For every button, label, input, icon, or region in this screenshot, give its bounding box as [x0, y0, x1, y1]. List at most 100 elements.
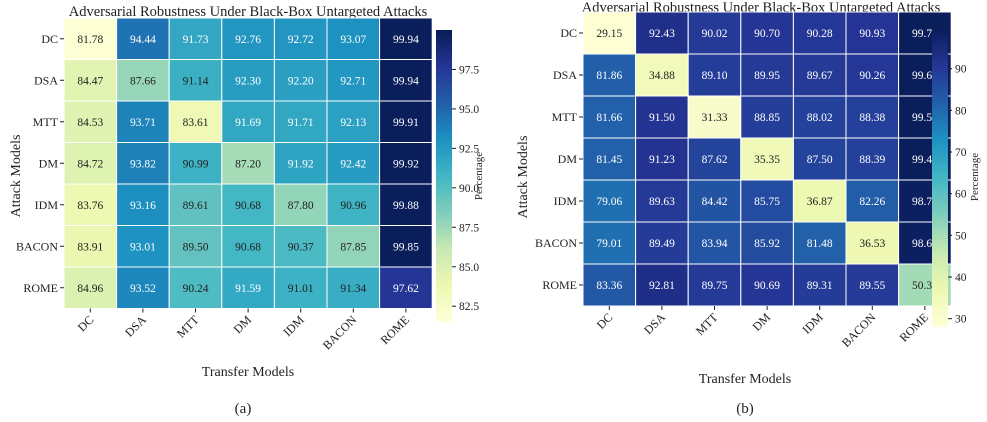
cell-value-label: 91.01 [288, 283, 314, 295]
x-tick-label: IDM [280, 312, 307, 339]
heatmap-cell [582, 137, 637, 181]
heatmap-cell [687, 137, 742, 181]
cell-value-label: 81.86 [596, 70, 622, 82]
heatmap-cell [221, 100, 275, 143]
cell-value-label: 90.69 [754, 280, 780, 292]
heatmap-cell [116, 266, 170, 309]
cell-value-label: 83.91 [77, 241, 103, 253]
cell-value-label: 82.26 [859, 196, 885, 208]
cell-value-label: 91.92 [288, 158, 314, 170]
heatmap-cell [221, 59, 275, 102]
cell-value-label: 92.30 [235, 75, 261, 87]
y-tick-label: MTT [33, 115, 59, 129]
heatmap-cell [687, 11, 742, 55]
heatmap-cell [221, 266, 275, 309]
cell-value-label: 81.66 [596, 112, 622, 124]
heatmap-cell [326, 142, 381, 185]
cell-value-label: 93.16 [130, 200, 156, 212]
x-tick-label: DSA [641, 310, 668, 337]
y-tick-label: DM [39, 156, 59, 170]
cell-value-label: 92.20 [288, 75, 314, 87]
cell-value-label: 90.24 [183, 283, 209, 295]
cell-value-label: 98.66 [912, 238, 938, 250]
colorbar-tick-label: 60 [955, 189, 967, 201]
colorbar [932, 27, 948, 327]
cell-value-label: 99.88 [393, 200, 419, 212]
x-tick-label: DM [750, 310, 774, 334]
cell-value-label: 36.87 [807, 196, 833, 208]
colorbar-tick-label: 85.0 [459, 262, 479, 274]
heatmap-cell [582, 11, 637, 55]
y-tick-label: DC [560, 26, 577, 40]
heatmap-cell [379, 183, 433, 226]
heatmap-panel-a: Adversarial Robustness Under Black-Box U… [9, 4, 485, 417]
cell-value-label: 99.91 [393, 117, 419, 129]
y-axis-title: Attack Models [9, 135, 24, 218]
cell-value-label: 90.93 [859, 28, 885, 40]
heatmap-cell [326, 59, 381, 102]
cell-value-label: 87.50 [807, 154, 833, 166]
y-axis-title: Attack Models [516, 136, 531, 219]
heatmap-cell [582, 221, 637, 265]
cell-value-label: 88.02 [807, 112, 833, 124]
cell-value-label: 92.81 [649, 280, 675, 292]
cell-value-label: 93.82 [130, 158, 156, 170]
cell-value-label: 91.69 [235, 117, 261, 129]
heatmap-cell [273, 59, 328, 102]
colorbar-label: Percentage [473, 152, 485, 200]
heatmap-cell [379, 100, 433, 143]
heatmap-cell [168, 183, 223, 226]
heatmap-cell [379, 266, 433, 309]
cell-value-label: 87.20 [235, 158, 261, 170]
cell-value-label: 50.36 [912, 280, 938, 292]
cell-value-label: 99.72 [912, 28, 938, 40]
cell-value-label: 87.62 [702, 154, 728, 166]
heatmap-cell [273, 17, 328, 60]
colorbar-tick-label: 80 [955, 105, 967, 117]
colorbar-tick-label: 30 [955, 314, 967, 326]
x-axis-title: Transfer Models [699, 372, 791, 387]
heatmap-cell [740, 221, 794, 265]
cell-value-label: 97.62 [393, 283, 419, 295]
colorbar-tick-label: 82.5 [459, 301, 479, 313]
heatmap-panel-b: Adversarial Robustness Under Black-Box U… [516, 0, 981, 417]
cell-value-label: 99.47 [912, 154, 938, 166]
heatmap-cell [63, 183, 118, 226]
cell-value-label: 99.94 [393, 34, 419, 46]
colorbar-label: Percentage [969, 153, 981, 201]
cell-value-label: 90.68 [235, 200, 261, 212]
cell-value-label: 91.59 [235, 283, 261, 295]
heatmap-cell [273, 100, 328, 143]
cell-value-label: 89.50 [183, 241, 209, 253]
heatmap-cell [740, 179, 794, 223]
cell-value-label: 89.55 [859, 280, 885, 292]
y-tick-label: ROME [542, 278, 577, 292]
heatmap-cell [326, 266, 381, 309]
x-tick-label: DC [594, 310, 616, 332]
heatmap-cell [326, 225, 381, 268]
cell-value-label: 90.26 [859, 70, 885, 82]
cell-value-label: 92.72 [288, 34, 314, 46]
colorbar-tick-label: 50 [955, 230, 967, 242]
y-tick-label: IDM [554, 194, 578, 208]
cell-value-label: 91.50 [649, 112, 675, 124]
x-tick-label: ROME [897, 310, 931, 344]
cell-value-label: 93.01 [130, 241, 156, 253]
cell-value-label: 85.75 [754, 196, 780, 208]
cell-value-label: 92.76 [235, 34, 261, 46]
colorbar-tick-label: 40 [955, 272, 967, 284]
cell-value-label: 90.37 [288, 241, 314, 253]
heatmap-cell [221, 142, 275, 185]
cell-value-label: 84.47 [77, 75, 103, 87]
heatmap-cell [635, 137, 689, 181]
y-tick-label: DM [558, 152, 578, 166]
heatmap-cell [63, 100, 118, 143]
cell-value-label: 84.72 [77, 158, 103, 170]
cell-value-label: 81.45 [596, 154, 622, 166]
cell-value-label: 91.34 [340, 283, 366, 295]
x-tick-label: BACON [320, 312, 360, 352]
heatmap-cell [582, 53, 637, 97]
heatmap-cell [635, 263, 689, 307]
cell-value-label: 79.01 [596, 238, 622, 250]
panel-label: (b) [736, 401, 754, 417]
